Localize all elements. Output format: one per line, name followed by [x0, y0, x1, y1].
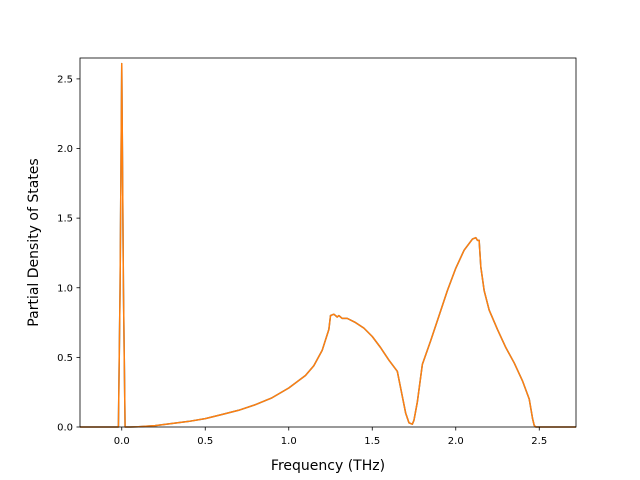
- plot-layer: [80, 62, 576, 428]
- x-tick-label: 1.0: [281, 436, 297, 447]
- x-tick-label: 1.5: [364, 436, 380, 447]
- y-tick-label: 2.0: [57, 144, 73, 155]
- x-tick-label: 2.0: [448, 436, 464, 447]
- x-tick-label: 0.0: [114, 436, 130, 447]
- x-axis: 0.0 0.5 1.0 1.5 2.0 2.5: [114, 427, 547, 447]
- y-tick-label: 1.5: [57, 214, 73, 225]
- y-axis: 0.0 0.5 1.0 1.5 2.0 2.5: [57, 74, 80, 434]
- x-tick-label: 0.5: [197, 436, 213, 447]
- y-tick-label: 0.0: [57, 423, 73, 434]
- y-axis-label: Partial Density of States: [26, 158, 42, 326]
- x-axis-label: Frequency (THz): [271, 458, 385, 474]
- x-tick-label: 2.5: [531, 436, 547, 447]
- series-line-1: [80, 62, 576, 428]
- y-tick-label: 0.5: [57, 353, 73, 364]
- y-tick-label: 2.5: [57, 74, 73, 85]
- y-tick-label: 1.0: [57, 283, 73, 294]
- plot-frame: [79, 57, 577, 428]
